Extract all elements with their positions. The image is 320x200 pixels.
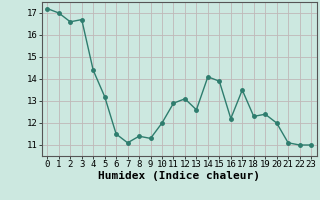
X-axis label: Humidex (Indice chaleur): Humidex (Indice chaleur) [98, 171, 260, 181]
